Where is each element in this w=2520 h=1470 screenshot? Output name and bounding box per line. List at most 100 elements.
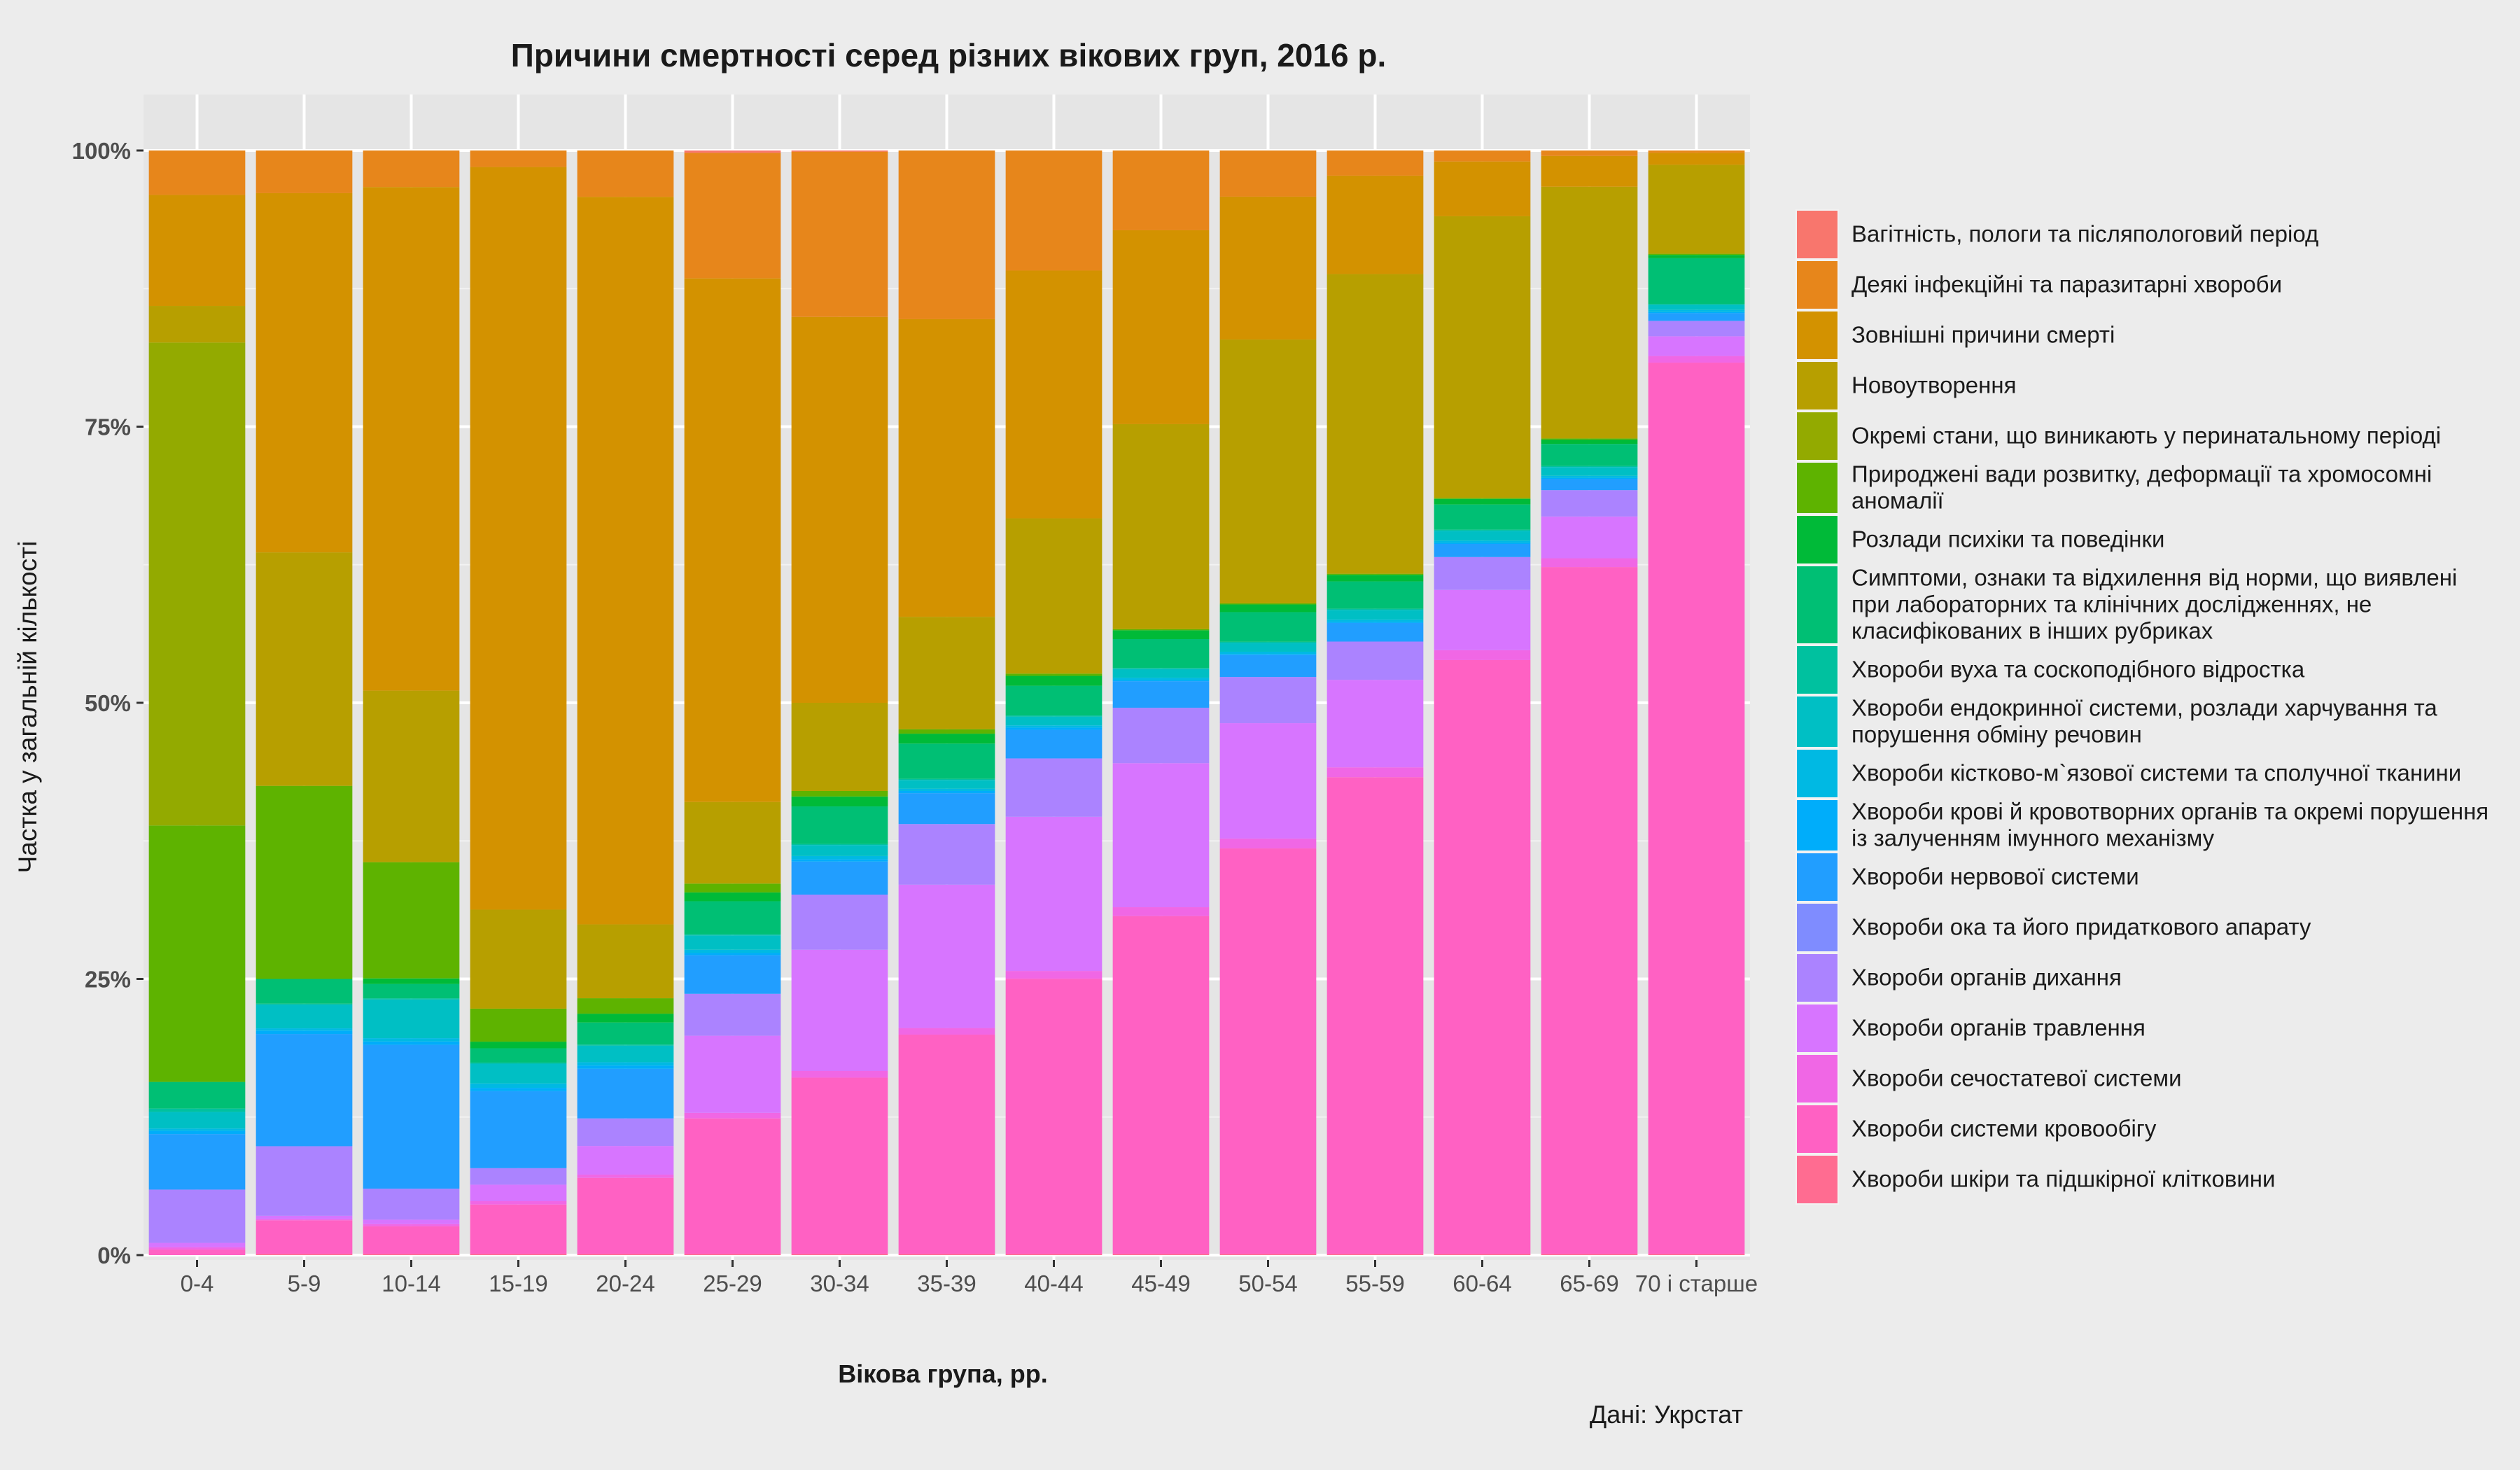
legend-swatch	[1797, 1055, 1837, 1102]
legend-label: Симптоми, ознаки та відхилення від норми…	[1851, 565, 2457, 644]
bar-segment	[898, 1028, 995, 1035]
bar-segment	[363, 1226, 460, 1254]
bar-segment	[577, 1254, 674, 1255]
bar-segment	[1326, 767, 1424, 778]
bar-segment	[1434, 498, 1531, 499]
bar-segment	[1541, 439, 1638, 444]
bar-segment	[1434, 544, 1531, 557]
legend-swatch	[1797, 312, 1837, 359]
bar-segment	[148, 1108, 246, 1112]
bar-segment	[1541, 490, 1638, 517]
bar-segment	[1219, 612, 1317, 642]
bar-segment	[1005, 715, 1102, 717]
bar-segment	[1112, 678, 1210, 680]
legend-item: Хвороби вуха та соскоподібного відростка	[1795, 645, 2305, 695]
bars	[148, 150, 1745, 1255]
bar-segment	[148, 1189, 246, 1243]
legend-item: Хвороби нервової системи	[1795, 852, 2139, 902]
legend-swatch	[1797, 1105, 1837, 1153]
bar-segment	[1541, 186, 1638, 439]
x-axis: 0-4 5-9 10-14 15-19 20-24 25-29 30-34 35-39 40-4…	[181, 1260, 1758, 1296]
bar-segment	[1219, 604, 1317, 612]
bar-segment	[577, 150, 674, 197]
legend-swatch	[1797, 261, 1837, 309]
x-tick-label: 60-64	[1452, 1270, 1511, 1296]
bar-segment	[255, 1146, 353, 1216]
bar-segment	[1326, 1254, 1424, 1255]
bar-segment	[1648, 255, 1745, 258]
bar-segment	[577, 1146, 674, 1175]
bar-segment	[684, 955, 781, 994]
bar-segment	[1112, 681, 1210, 708]
legend-label: Хвороби ока та його придаткового апарату	[1851, 914, 2311, 940]
bar-segment	[791, 855, 888, 860]
bar-segment	[148, 1112, 246, 1129]
bar-segment	[255, 979, 353, 1004]
bar-segment	[1005, 150, 1102, 271]
bar-segment	[255, 552, 353, 786]
bar-segment	[255, 1254, 353, 1255]
bar-segment	[1326, 622, 1424, 623]
bar-segment	[1326, 620, 1424, 622]
bar-segment	[363, 187, 460, 691]
bar-segment	[1541, 155, 1638, 187]
bar-segment	[791, 790, 888, 797]
bar-segment	[898, 1035, 995, 1254]
bar-segment	[1326, 622, 1424, 642]
bar-segment	[363, 1044, 460, 1189]
bar-segment	[1648, 356, 1745, 363]
legend-item: Деякі інфекційні та паразитарні хвороби	[1795, 260, 2282, 310]
bar-segment	[255, 1030, 353, 1035]
bar-segment	[470, 1184, 567, 1201]
bar-segment	[684, 153, 781, 279]
bar-segment	[1005, 979, 1102, 1254]
bar-segment	[255, 1215, 353, 1219]
bar-segment	[791, 861, 888, 895]
bar-segment	[1434, 531, 1531, 541]
bar-segment	[470, 1088, 567, 1091]
bar-segment	[898, 778, 995, 780]
legend-label: Окремі стани, що виникають у перинатальн…	[1851, 423, 2441, 449]
bar-segment	[255, 1034, 353, 1147]
bar-segment	[363, 1038, 460, 1042]
bar-segment	[577, 1022, 674, 1045]
bar-segment	[255, 1219, 353, 1221]
legend-item: Розлади психіки та поведінки	[1795, 514, 2164, 565]
bar-segment	[1005, 816, 1102, 972]
bar-segment	[1648, 150, 1745, 153]
bar-segment	[1112, 630, 1210, 639]
bar-segment	[470, 1200, 567, 1205]
x-tick-label: 5-9	[288, 1270, 321, 1296]
bar-segment	[1648, 313, 1745, 321]
bar-segment	[898, 790, 995, 794]
bar-segment	[1541, 475, 1638, 478]
bar-segment	[470, 1063, 567, 1084]
legend-swatch	[1797, 516, 1837, 564]
bar-segment	[1541, 465, 1638, 468]
y-tick-label: 25%	[85, 967, 131, 993]
legend-item: Хвороби органів травлення	[1795, 1003, 2146, 1054]
bar-segment	[684, 1118, 781, 1254]
x-tick-label: 55-59	[1345, 1270, 1404, 1296]
bar-segment	[791, 1077, 888, 1254]
bar-segment	[1434, 216, 1531, 498]
bar-segment	[363, 862, 460, 979]
bar-segment	[363, 983, 460, 999]
bar-segment	[1648, 363, 1745, 1254]
bar-segment	[791, 316, 888, 704]
bar-segment	[898, 780, 995, 789]
bar-segment	[577, 1177, 674, 1254]
bar-segment	[791, 845, 888, 856]
bar-segment	[1326, 175, 1424, 274]
y-tick-label: 50%	[85, 690, 131, 716]
bar-segment	[148, 1134, 246, 1190]
bar-segment	[684, 1254, 781, 1255]
bar-segment	[1434, 589, 1531, 650]
bar-segment	[1434, 542, 1531, 545]
bar-segment	[898, 617, 995, 729]
bar-segment	[470, 1091, 567, 1168]
bar-segment	[1648, 253, 1745, 255]
bar-segment	[363, 1224, 460, 1226]
bar-segment	[684, 1112, 781, 1119]
x-tick-label: 20-24	[596, 1270, 654, 1296]
